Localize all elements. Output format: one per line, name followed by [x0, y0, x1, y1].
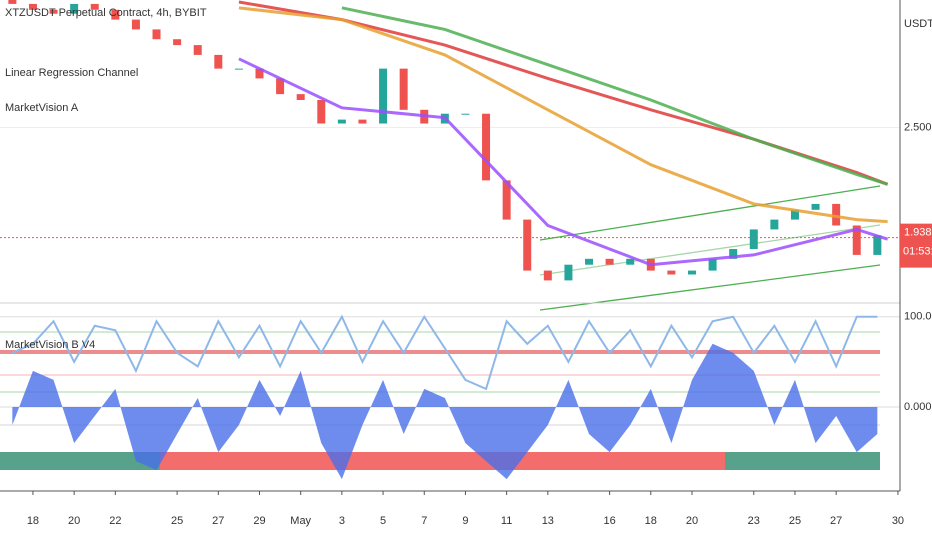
candle [173, 39, 182, 46]
candle [749, 229, 758, 250]
candle [626, 258, 635, 265]
x-tick-label: 29 [253, 515, 265, 527]
trend-strip [0, 452, 160, 470]
candle [296, 94, 305, 100]
candle [399, 68, 408, 110]
last-price-box [900, 223, 932, 268]
trend-strip [725, 452, 880, 470]
x-tick-label: 25 [789, 515, 801, 527]
candle [317, 100, 326, 124]
candle [111, 9, 120, 20]
x-tick-label: 9 [462, 515, 468, 527]
candle [770, 219, 779, 230]
y-tick-label: 2.500 [904, 121, 932, 133]
channel-mid [539, 224, 881, 276]
x-tick-label: 25 [171, 515, 183, 527]
candle [28, 3, 37, 10]
candle [811, 203, 820, 210]
x-tick-label: 20 [68, 515, 80, 527]
candle [543, 270, 552, 281]
candle [482, 113, 491, 181]
x-tick-label: 16 [603, 515, 615, 527]
candle [379, 68, 388, 124]
x-tick-label: 3 [339, 515, 345, 527]
x-tick-label: 7 [421, 515, 427, 527]
candle [729, 249, 738, 259]
candle [152, 29, 161, 40]
x-tick-label: 27 [212, 515, 224, 527]
candle [90, 3, 99, 10]
x-tick-label: May [290, 515, 311, 527]
candle [358, 119, 367, 124]
candle [276, 78, 285, 95]
x-tick-label: 18 [27, 515, 39, 527]
candle [49, 9, 58, 14]
trend-strip [160, 452, 725, 470]
candle [234, 68, 243, 70]
y-tick-label: 0.000 [904, 401, 932, 413]
candle [564, 264, 573, 281]
x-tick-label: 13 [542, 515, 554, 527]
candle [337, 119, 346, 124]
last-price-label: 1.938 [904, 227, 932, 239]
x-tick-label: 11 [501, 515, 512, 527]
candle [605, 258, 614, 265]
candle [687, 270, 696, 275]
candle [852, 225, 861, 255]
candle [873, 235, 882, 255]
x-tick-label: 5 [380, 515, 386, 527]
moving-average [238, 57, 889, 267]
candle [461, 113, 470, 115]
x-tick-label: 27 [830, 515, 842, 527]
candle [667, 270, 676, 275]
indicator-label: MarketVision A [5, 102, 79, 114]
candle [708, 258, 717, 271]
candle [832, 203, 841, 226]
indicator-label: Linear Regression Channel [5, 67, 138, 79]
x-tick-label: 18 [645, 515, 657, 527]
oscillator-line [11, 314, 878, 391]
countdown: 01:53:13 [903, 246, 932, 258]
x-tick-label: 20 [686, 515, 698, 527]
candle [790, 209, 799, 220]
candle [585, 258, 594, 265]
axis-unit: USDT [904, 18, 932, 30]
chart-title: XTZUSDT Perpetual Contract, 4h, BYBIT [5, 7, 207, 19]
candle [214, 54, 223, 69]
candle [523, 219, 532, 271]
candle [193, 45, 202, 55]
moving-average [238, 6, 888, 224]
x-tick-label: 23 [748, 515, 760, 527]
moving-average [341, 6, 889, 186]
channel-upper [539, 185, 881, 241]
candle [255, 68, 264, 79]
indicator-title: MarketVision B V4 [5, 339, 95, 351]
candle [131, 19, 140, 30]
price-axis [900, 0, 932, 550]
moving-average [238, 0, 889, 186]
x-tick-label: 22 [109, 515, 121, 527]
candle [70, 3, 79, 14]
x-tick-label: 30 [892, 515, 904, 527]
oscillator-area [12, 343, 878, 480]
candle [8, 0, 17, 4]
y-tick-label: 100.000 [904, 311, 932, 323]
candle [502, 180, 511, 220]
